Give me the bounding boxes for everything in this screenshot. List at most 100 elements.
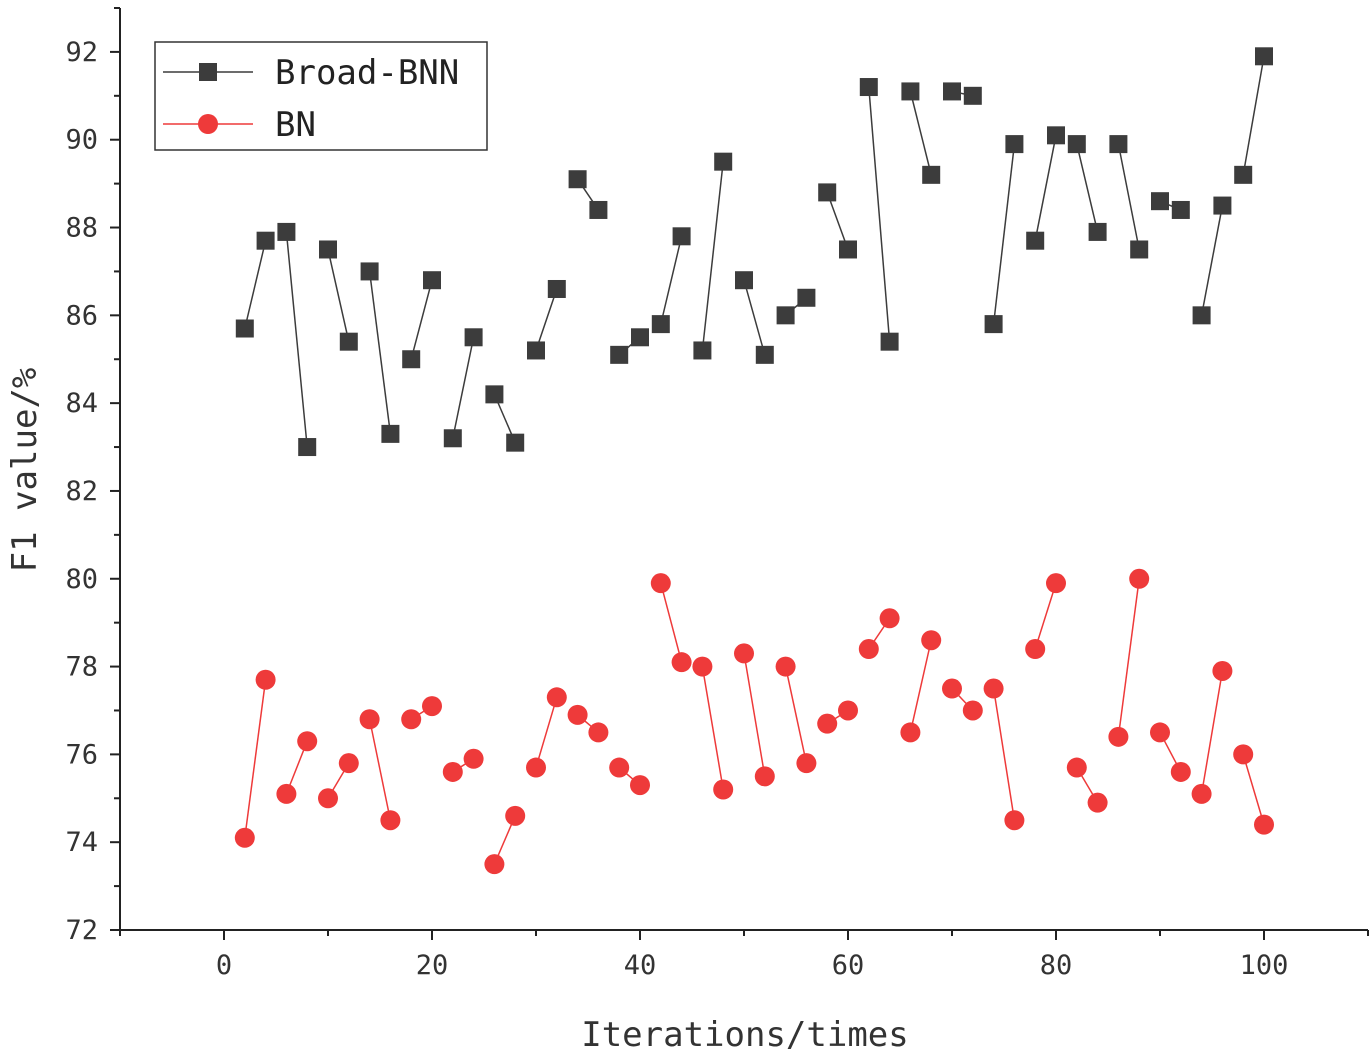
data-point (255, 669, 276, 690)
series-line-segment (1034, 582, 1057, 650)
data-point (1067, 135, 1086, 154)
data-point (277, 222, 296, 241)
x-tick-label: 40 (624, 950, 657, 981)
series-line-segment (1034, 135, 1057, 241)
y-tick-label: 82 (65, 476, 98, 507)
series-line-segment (1242, 754, 1265, 825)
data-point (838, 700, 858, 721)
data-point (1191, 783, 1212, 804)
data-point (380, 810, 401, 831)
data-point (339, 332, 358, 351)
y-tick-label: 84 (65, 388, 98, 419)
data-point (423, 271, 441, 290)
data-point (879, 608, 900, 629)
y-axis-title: F1 value/% (5, 368, 45, 573)
data-point (671, 652, 692, 673)
data-point (1170, 761, 1191, 782)
data-point (962, 700, 983, 721)
data-point (485, 385, 504, 404)
data-point (359, 709, 380, 730)
data-point (609, 757, 630, 778)
data-point (610, 345, 629, 364)
data-point (1025, 639, 1046, 660)
series-line-segment (327, 249, 350, 342)
series-line-segment (1242, 56, 1265, 175)
data-point (1255, 47, 1273, 66)
series-line-segment (285, 231, 308, 448)
data-point (775, 656, 796, 677)
data-point (1026, 231, 1045, 250)
data-point (402, 350, 421, 369)
data-point (256, 231, 275, 250)
data-point (943, 82, 961, 101)
y-tick-label: 78 (65, 652, 98, 683)
y-tick-label: 92 (65, 37, 98, 68)
data-point (526, 757, 546, 778)
data-point (858, 639, 879, 660)
data-point (443, 429, 462, 448)
series-line-segment (1200, 670, 1224, 795)
series-line-segment (909, 640, 932, 733)
data-point (298, 438, 317, 457)
data-point (1005, 135, 1024, 154)
y-tick-label: 80 (65, 564, 98, 595)
data-point (1151, 192, 1169, 211)
series-line-segment (368, 719, 392, 821)
data-point (650, 573, 671, 594)
legend-marker-broad-bnn (199, 63, 217, 81)
data-point (859, 78, 878, 97)
data-point (360, 262, 379, 281)
legend-label-broad-bnn: Broad-BNN (275, 53, 459, 93)
data-point (527, 341, 545, 360)
data-point (1129, 568, 1150, 589)
data-point (234, 827, 255, 848)
x-tick-label: 60 (832, 950, 865, 981)
series-line-segment (992, 688, 1016, 821)
data-point (463, 748, 484, 769)
data-point (651, 315, 670, 334)
series-line-segment (452, 337, 475, 439)
data-point (1109, 135, 1128, 154)
data-point (1047, 126, 1065, 145)
data-point (276, 783, 297, 804)
x-axis-title: Iterations/times (581, 1015, 909, 1054)
data-point (547, 279, 566, 298)
data-point (588, 722, 609, 743)
y-tick-label: 90 (65, 125, 98, 156)
data-point (546, 687, 567, 708)
x-tick-label: 0 (216, 950, 232, 981)
series-line-segment (244, 679, 267, 838)
series-broad-bnn (235, 47, 1273, 457)
x-tick-label: 80 (1040, 950, 1073, 981)
data-point (506, 433, 525, 452)
data-point (1108, 726, 1129, 747)
y-tick-label: 88 (65, 213, 98, 244)
x-tick-label: 100 (1240, 950, 1289, 981)
data-point (1004, 810, 1025, 831)
series-line-segment (826, 192, 849, 250)
series-line-segment (701, 666, 724, 790)
data-point (318, 788, 338, 809)
data-point (1212, 660, 1233, 681)
series-line-segment (660, 236, 683, 325)
series-line-segment (1117, 578, 1140, 737)
data-point (338, 753, 359, 774)
axes: 0 20 40 60 80 100 72 74 76 78 80 82 84 86 88 90 92 (65, 7, 1369, 981)
series-line-segment (368, 271, 392, 434)
y-tick-label: 86 (65, 300, 98, 331)
data-point (755, 345, 774, 364)
data-point (900, 722, 921, 743)
legend: Broad-BNN BN (154, 41, 488, 151)
data-point (1087, 792, 1108, 813)
legend-marker-bn (198, 114, 218, 134)
data-point (963, 86, 982, 105)
series-line-segment (1117, 143, 1140, 250)
data-point (714, 152, 733, 171)
data-point (942, 678, 962, 699)
data-point (1213, 196, 1232, 215)
y-tick-label: 76 (65, 739, 98, 770)
data-point (984, 315, 1003, 334)
data-point (319, 240, 337, 259)
data-point (754, 766, 775, 787)
